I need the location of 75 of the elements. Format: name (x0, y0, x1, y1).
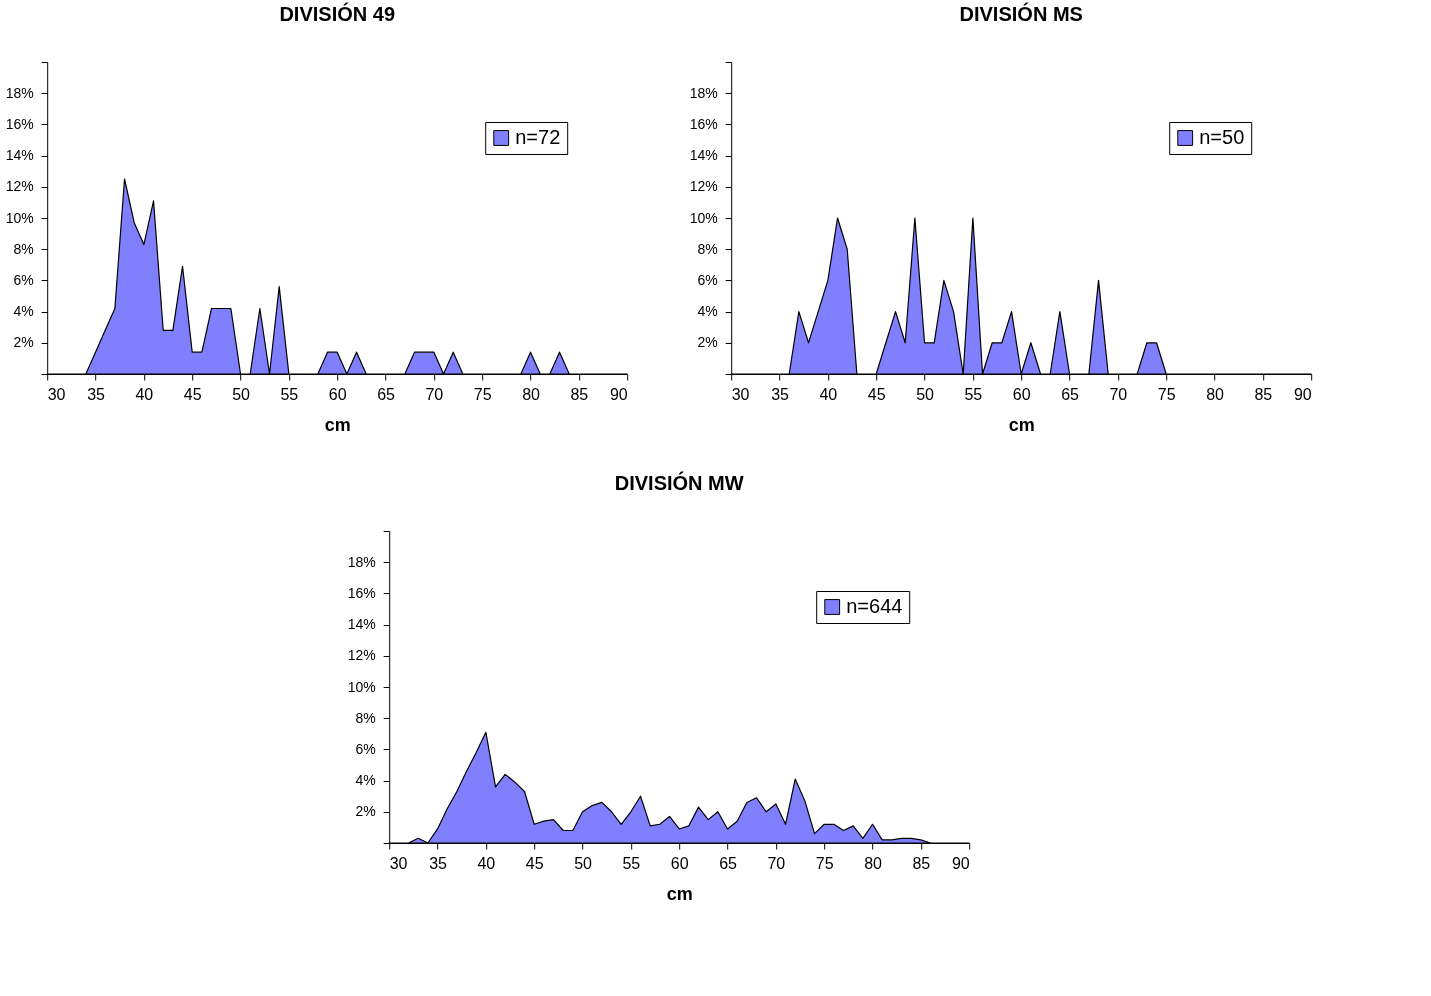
x-tick-label: 85 (912, 854, 931, 872)
x-tick-label: 50 (916, 385, 935, 403)
y-tick-label: 4% (697, 303, 718, 320)
x-tick-label: 50 (574, 854, 593, 872)
x-tick-label: 45 (525, 854, 544, 872)
x-tick-label: 70 (1109, 385, 1128, 403)
legend-label: n=50 (1199, 126, 1245, 148)
x-tick-label: 75 (815, 854, 834, 872)
x-tick-label: 40 (477, 854, 496, 872)
x-tick-label: 30 (389, 854, 408, 872)
y-tick-label: 10% (5, 209, 34, 226)
x-tick-label: 80 (864, 854, 883, 872)
x-axis-title: cm (666, 883, 693, 904)
x-tick-label: 35 (771, 385, 790, 403)
x-tick-label: 30 (47, 385, 66, 403)
x-tick-label: 35 (87, 385, 106, 403)
x-tick-label: 70 (767, 854, 786, 872)
x-axis-title: cm (1008, 414, 1035, 435)
x-tick-label: 45 (867, 385, 886, 403)
chart-title: DIVISIÓN MS (959, 2, 1083, 25)
y-tick-label: 12% (689, 178, 718, 195)
x-tick-label: 80 (1206, 385, 1225, 403)
x-tick-label: 70 (425, 385, 444, 403)
x-tick-label: 50 (232, 385, 251, 403)
y-tick-label: 16% (689, 115, 718, 132)
y-tick-label: 2% (355, 803, 376, 820)
x-tick-label: 40 (135, 385, 154, 403)
x-tick-label: 65 (1061, 385, 1080, 403)
x-tick-label: 55 (280, 385, 299, 403)
legend-label: n=72 (515, 126, 561, 148)
y-tick-label: 2% (697, 334, 718, 351)
y-tick-label: 16% (5, 115, 34, 132)
y-tick-label: 4% (13, 303, 34, 320)
x-tick-label: 90 (1293, 385, 1312, 403)
y-tick-label: 18% (347, 553, 376, 570)
chart-title: DIVISIÓN MW (614, 471, 744, 494)
x-tick-label: 40 (819, 385, 838, 403)
y-tick-label: 8% (355, 709, 376, 726)
y-tick-label: 6% (697, 271, 718, 288)
y-tick-label: 14% (689, 147, 718, 164)
y-tick-label: 12% (347, 647, 376, 664)
y-tick-label: 2% (13, 334, 34, 351)
y-tick-label: 16% (347, 584, 376, 601)
x-tick-label: 90 (609, 385, 628, 403)
y-tick-label: 14% (5, 147, 34, 164)
x-tick-label: 55 (622, 854, 641, 872)
x-tick-label: 45 (183, 385, 202, 403)
y-tick-label: 14% (347, 616, 376, 633)
y-tick-label: 6% (13, 271, 34, 288)
y-tick-label: 18% (689, 84, 718, 101)
x-axis-title: cm (324, 414, 351, 435)
x-tick-label: 75 (1157, 385, 1176, 403)
x-tick-label: 60 (328, 385, 347, 403)
x-tick-label: 90 (951, 854, 970, 872)
x-tick-label: 55 (964, 385, 983, 403)
y-tick-label: 18% (5, 84, 34, 101)
x-tick-label: 35 (429, 854, 448, 872)
x-tick-label: 30 (731, 385, 750, 403)
x-tick-label: 75 (473, 385, 492, 403)
x-tick-label: 85 (570, 385, 589, 403)
y-tick-label: 10% (689, 209, 718, 226)
x-tick-label: 65 (719, 854, 738, 872)
y-tick-label: 6% (355, 740, 376, 757)
x-tick-label: 60 (1012, 385, 1031, 403)
y-tick-label: 8% (697, 240, 718, 257)
x-tick-label: 65 (377, 385, 396, 403)
y-tick-label: 4% (355, 772, 376, 789)
chart-title: DIVISIÓN 49 (279, 2, 395, 25)
legend-label: n=644 (846, 595, 903, 617)
x-tick-label: 80 (522, 385, 541, 403)
y-tick-label: 8% (13, 240, 34, 257)
x-tick-label: 85 (1254, 385, 1273, 403)
y-tick-label: 12% (5, 178, 34, 195)
x-tick-label: 60 (670, 854, 689, 872)
y-tick-label: 10% (347, 678, 376, 695)
